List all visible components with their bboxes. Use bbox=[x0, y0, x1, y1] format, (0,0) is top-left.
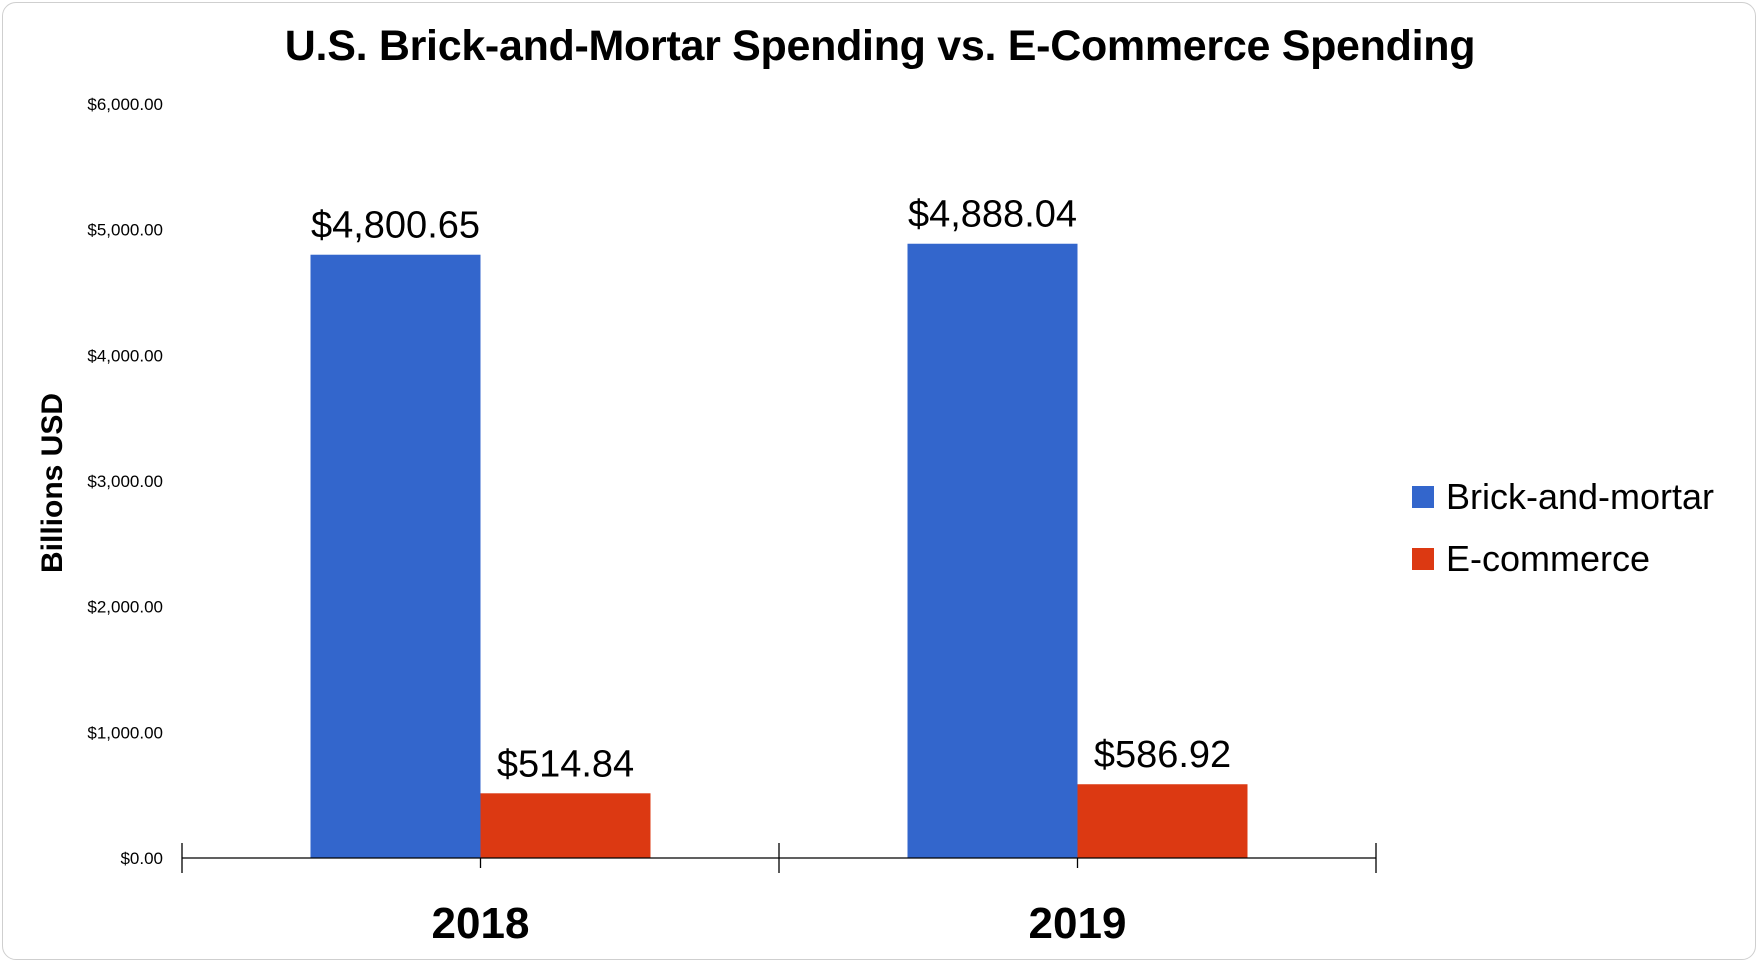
bar-e-commerce-2019 bbox=[1077, 784, 1248, 858]
legend-item-brick-and-mortar: Brick-and-mortar bbox=[1412, 466, 1714, 528]
bar-e-commerce-2018 bbox=[480, 793, 651, 858]
bar-brick-and-mortar-2018 bbox=[310, 254, 481, 858]
legend: Brick-and-mortar E-commerce bbox=[1412, 466, 1714, 590]
legend-label-e-commerce: E-commerce bbox=[1446, 538, 1651, 579]
bar-brick-and-mortar-2019 bbox=[907, 243, 1078, 858]
data-label-e-commerce-2018: $514.84 bbox=[497, 743, 634, 785]
legend-swatch-e-commerce bbox=[1412, 548, 1434, 570]
y-tick-label: $6,000.00 bbox=[87, 95, 163, 114]
legend-swatch-brick-and-mortar bbox=[1412, 486, 1434, 508]
x-tick-label-2019: 2019 bbox=[1029, 899, 1127, 948]
y-tick-label: $5,000.00 bbox=[87, 221, 163, 240]
y-tick-label: $4,000.00 bbox=[87, 346, 163, 365]
x-tick-label-2018: 2018 bbox=[432, 899, 530, 948]
y-tick-label: $3,000.00 bbox=[87, 472, 163, 491]
data-label-brick-and-mortar-2019: $4,888.04 bbox=[908, 194, 1077, 236]
data-label-e-commerce-2019: $586.92 bbox=[1094, 734, 1231, 776]
data-label-brick-and-mortar-2018: $4,800.65 bbox=[311, 205, 480, 247]
y-tick-label: $0.00 bbox=[120, 849, 163, 868]
chart-title: U.S. Brick-and-Mortar Spending vs. E-Com… bbox=[284, 22, 1476, 70]
legend-label-brick-and-mortar: Brick-and-mortar bbox=[1446, 476, 1715, 517]
y-tick-label: $2,000.00 bbox=[87, 598, 163, 617]
y-tick-label: $1,000.00 bbox=[87, 723, 163, 742]
legend-item-e-commerce: E-commerce bbox=[1412, 528, 1714, 590]
